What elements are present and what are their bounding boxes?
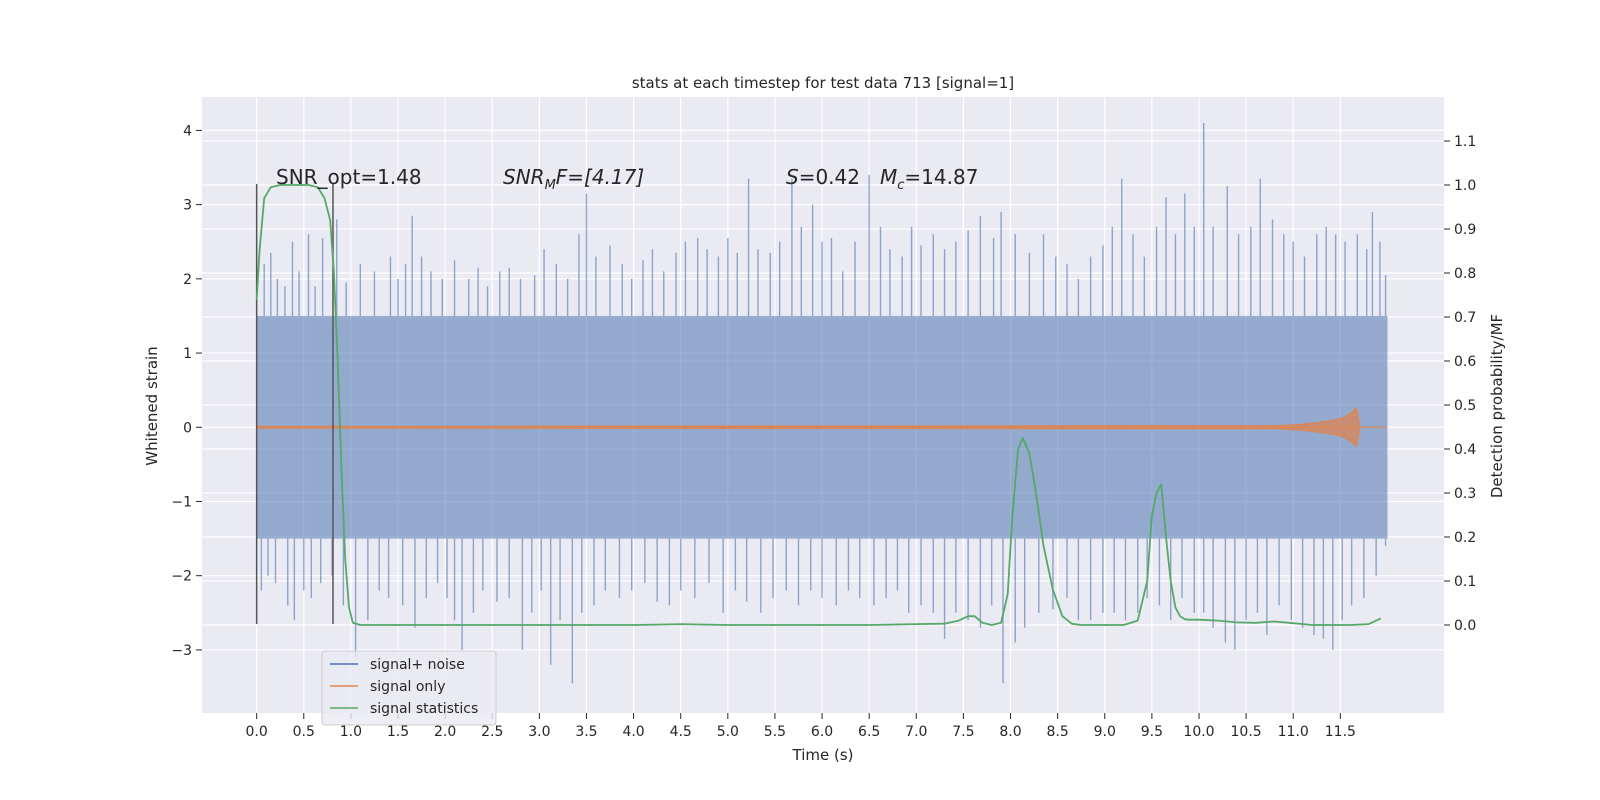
legend: signal+ noise signal only signal statist… <box>321 650 497 726</box>
mc-sub: c <box>897 178 904 193</box>
x-tick-label: 7.0 <box>905 724 927 740</box>
mc-annotation: Mc=14.87 <box>880 165 978 193</box>
x-tick-label: 3.0 <box>528 724 550 740</box>
right-y-axis-ticks: 0.0 0.1 0.2 0.3 0.4 0.5 0.6 0.7 0.8 0.9 1.0 1.1 <box>1444 134 1476 634</box>
mc-var: M <box>880 165 897 189</box>
right-tick-label: 0.5 <box>1454 398 1476 414</box>
snr-opt-annotation: SNR_opt=1.48 <box>276 165 422 189</box>
right-tick-label: 0.6 <box>1454 354 1476 370</box>
right-tick-label: 0.8 <box>1454 266 1476 282</box>
right-tick-label: 0.1 <box>1454 574 1476 590</box>
right-tick-label: 0.2 <box>1454 530 1476 546</box>
left-tick-label: −3 <box>171 643 192 659</box>
x-tick-label: 1.5 <box>387 724 409 740</box>
x-tick-label: 5.5 <box>764 724 786 740</box>
s-var: S <box>786 165 799 189</box>
left-tick-label: 1 <box>183 346 192 362</box>
snr-mf-annotation: SNRMF=[4.17] <box>503 165 644 193</box>
legend-label-signal-statistics: signal statistics <box>370 701 478 717</box>
right-tick-label: 1.1 <box>1454 134 1476 150</box>
x-tick-label: 0.5 <box>293 724 315 740</box>
s-annotation: S=0.42 <box>786 165 860 189</box>
snr-mf-sub: M <box>545 178 556 193</box>
x-tick-label: 10.0 <box>1183 724 1214 740</box>
signal-statistics-line <box>255 184 1382 626</box>
x-tick-label: 6.5 <box>858 724 880 740</box>
left-y-axis-ticks: −3 −2 −1 0 1 2 3 4 <box>171 123 202 659</box>
legend-box <box>321 650 497 726</box>
x-tick-label: 3.5 <box>575 724 597 740</box>
s-val: =0.42 <box>799 165 860 189</box>
left-tick-label: 4 <box>183 123 192 139</box>
right-y-axis-label: Detection probability/MF <box>1488 314 1506 498</box>
legend-label-signal-only: signal only <box>370 679 445 695</box>
x-tick-label: 2.0 <box>434 724 456 740</box>
x-tick-label: 4.5 <box>670 724 692 740</box>
right-tick-label: 0.9 <box>1454 222 1476 238</box>
x-tick-label: 2.5 <box>481 724 503 740</box>
x-tick-label: 5.0 <box>717 724 739 740</box>
x-tick-label: 11.0 <box>1278 724 1309 740</box>
x-tick-label: 8.0 <box>999 724 1021 740</box>
chart-title: stats at each timestep for test data 713… <box>632 74 1014 92</box>
x-tick-label: 10.5 <box>1231 724 1262 740</box>
x-tick-label: 7.5 <box>952 724 974 740</box>
x-tick-label: 1.0 <box>340 724 362 740</box>
left-tick-label: 3 <box>183 198 192 214</box>
mc-val: =14.87 <box>904 165 978 189</box>
x-tick-label: 8.5 <box>1047 724 1069 740</box>
left-tick-label: 0 <box>183 420 192 436</box>
snr-mf-rest: F=[4.17] <box>556 165 644 189</box>
x-tick-label: 4.0 <box>622 724 644 740</box>
signal-statistics-series <box>255 184 1382 626</box>
right-tick-label: 0.7 <box>1454 310 1476 326</box>
x-axis-ticks: 0.0 0.5 1.0 1.5 2.0 2.5 3.0 3.5 4.0 4.5 5.0 5.5 6.0 6… <box>246 713 1356 740</box>
snr-mf-main: SNR <box>503 165 545 189</box>
right-tick-label: 0.3 <box>1454 486 1476 502</box>
right-tick-label: 1.0 <box>1454 178 1476 194</box>
x-tick-label: 9.0 <box>1094 724 1116 740</box>
x-tick-label: 6.0 <box>811 724 833 740</box>
right-tick-label: 0.0 <box>1454 618 1476 634</box>
left-tick-label: −1 <box>171 494 192 510</box>
right-tick-label: 0.4 <box>1454 442 1476 458</box>
left-y-axis-label: Whitened strain <box>143 346 161 465</box>
x-tick-label: 0.0 <box>246 724 268 740</box>
x-axis-label: Time (s) <box>792 746 854 764</box>
x-tick-label: 11.5 <box>1325 724 1356 740</box>
legend-label-signal-plus-noise: signal+ noise <box>370 657 465 673</box>
x-tick-label: 9.5 <box>1141 724 1163 740</box>
left-tick-label: −2 <box>171 569 192 585</box>
signal-only-series <box>256 406 1388 448</box>
left-tick-label: 2 <box>183 272 192 288</box>
